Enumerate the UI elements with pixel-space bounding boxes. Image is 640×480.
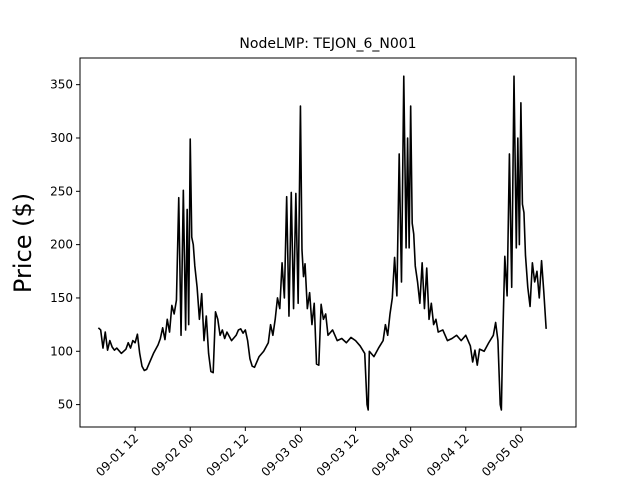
series-line [97, 75, 547, 411]
y-tick-label: 50 [58, 398, 73, 412]
x-tick-label: 09-05 00 [479, 431, 527, 479]
y-tick-label: 100 [50, 344, 73, 358]
chart-title: NodeLMP: TEJON_6_N001 [239, 36, 416, 52]
y-tick-label: 300 [50, 131, 73, 145]
x-tick-label: 09-01 12 [93, 431, 141, 479]
y-tick-label: 250 [50, 184, 73, 198]
x-axis: 09-01 12 09-02 00 09-02 12 09-03 00 09-03 12… [93, 427, 527, 479]
y-tick-label: 150 [50, 291, 73, 305]
x-tick-label: 09-04 00 [369, 431, 417, 479]
y-tick-label: 350 [50, 78, 73, 92]
plot-frame [79, 57, 577, 428]
x-tick-label: 09-02 12 [203, 431, 251, 479]
y-axis-label: Price ($) [9, 193, 37, 293]
plot-series [97, 75, 547, 411]
x-tick-label: 09-03 12 [314, 431, 362, 479]
y-tick-label: 200 [50, 238, 73, 252]
y-axis: 50 100 150 200 250 300 350 [50, 78, 80, 412]
x-tick-label: 09-03 00 [259, 431, 307, 479]
x-tick-label: 09-02 00 [148, 431, 196, 479]
x-tick-label: 09-04 12 [424, 431, 472, 479]
